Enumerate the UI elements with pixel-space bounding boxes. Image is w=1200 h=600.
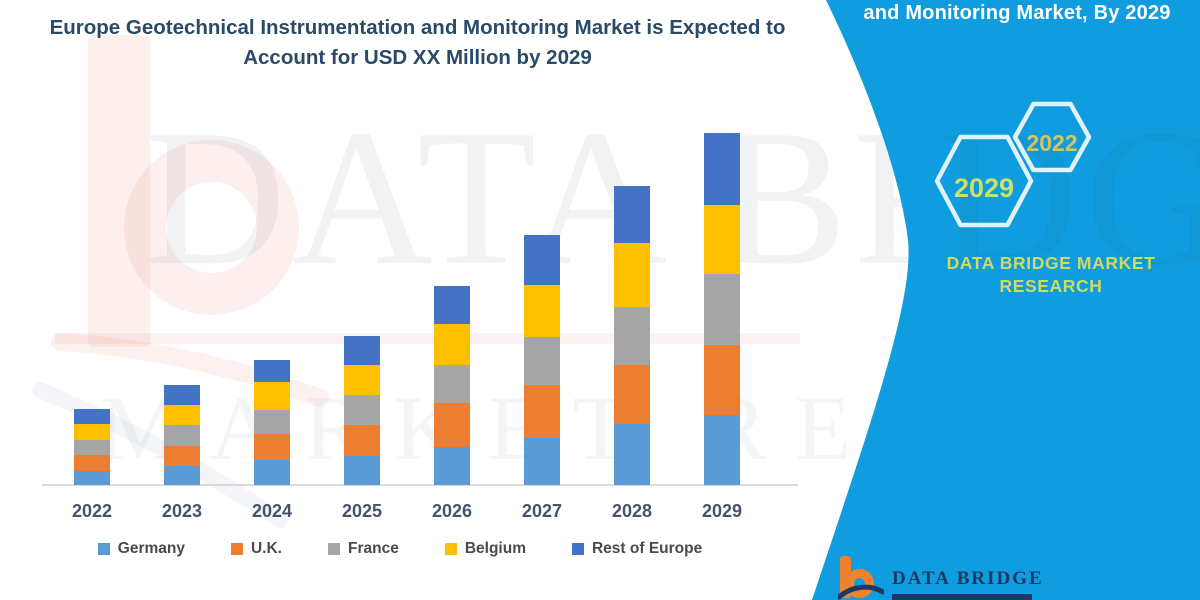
bar-segment-u-k--2027	[524, 385, 560, 438]
bar-segment-belgium-2023	[164, 405, 200, 425]
legend-label: Belgium	[464, 540, 526, 557]
legend-item-france: France	[327, 540, 399, 558]
bar-segment-u-k--2024	[254, 434, 290, 460]
bar-segment-rest-of-europe-2024	[254, 360, 290, 382]
page-title: Europe Geotechnical Instrumentation and …	[25, 13, 810, 73]
x-axis-label-2027: 2027	[521, 501, 563, 521]
bar-segment-u-k--2023	[164, 446, 200, 466]
logo-b-bowl	[845, 569, 874, 598]
bar-segment-germany-2024	[254, 460, 290, 485]
bar-segment-u-k--2026	[434, 403, 470, 447]
band-brand-text: DATA BRIDGE MARKET RESEARCH	[915, 252, 1187, 298]
watermark-ghost-on-band: DGE	[938, 90, 1200, 306]
bar-segment-france-2026	[434, 365, 470, 403]
bar-segment-belgium-2025	[344, 365, 380, 395]
x-axis-label-2028: 2028	[611, 501, 653, 521]
x-axis-label-2029: 2029	[701, 501, 743, 521]
legend-item-germany: Germany	[97, 540, 185, 558]
bar-segment-belgium-2024	[254, 382, 290, 410]
x-axis-label-2024: 2024	[251, 501, 293, 521]
bar-segment-u-k--2025	[344, 425, 380, 456]
bar-segment-france-2028	[614, 307, 650, 365]
bar-segment-germany-2025	[344, 456, 380, 485]
band-brand-line1: DATA BRIDGE MARKET	[946, 253, 1156, 273]
bar-segment-germany-2026	[434, 447, 470, 485]
bar-segment-germany-2027	[524, 438, 560, 485]
footer-brand-underline	[892, 594, 1032, 600]
x-axis-label-2023: 2023	[161, 501, 203, 521]
hexagon-2022: 2022	[1012, 101, 1092, 173]
legend-label: France	[347, 540, 399, 557]
bar-segment-rest-of-europe-2023	[164, 385, 200, 405]
bar-segment-rest-of-europe-2025	[344, 336, 380, 365]
legend-swatch-icon	[327, 543, 340, 555]
bar-segment-germany-2028	[614, 424, 650, 485]
bar-segment-france-2023	[164, 425, 200, 446]
x-axis-line	[42, 484, 798, 486]
bar-segment-belgium-2027	[524, 285, 560, 337]
page-title-line1: Europe Geotechnical Instrumentation and …	[49, 16, 786, 39]
page-title-line2: Account for USD XX Million by 2029	[243, 46, 592, 69]
hexagon-2022-label: 2022	[1026, 130, 1077, 156]
logo-swoosh-icon	[838, 584, 884, 600]
bar-segment-rest-of-europe-2027	[524, 235, 560, 285]
hexagon-2029-label: 2029	[954, 173, 1014, 203]
legend-swatch-icon	[230, 543, 243, 555]
x-axis-label-2025: 2025	[341, 501, 383, 521]
bar-segment-belgium-2022	[74, 424, 110, 440]
bar-segment-germany-2023	[164, 466, 200, 485]
band-title-fragment: and Monitoring Market, By 2029	[863, 2, 1171, 24]
bar-segment-u-k--2029	[704, 345, 740, 415]
legend-item-belgium: Belgium	[444, 540, 526, 558]
hexagon-2029: 2029	[934, 134, 1034, 228]
bar-segment-france-2025	[344, 395, 380, 425]
legend-swatch-icon	[571, 543, 584, 555]
legend-label: U.K.	[250, 540, 282, 557]
legend-swatch-icon	[97, 543, 110, 555]
bar-segment-france-2022	[74, 440, 110, 455]
x-axis-label-2026: 2026	[431, 501, 473, 521]
legend-label: Germany	[117, 540, 185, 557]
bar-segment-belgium-2028	[614, 243, 650, 307]
legend-label: Rest of Europe	[591, 540, 703, 557]
legend-item-u-k-: U.K.	[230, 540, 282, 558]
band-brand-line2: RESEARCH	[999, 276, 1103, 296]
bar-segment-rest-of-europe-2022	[74, 409, 110, 424]
bar-segment-france-2024	[254, 410, 290, 434]
bar-segment-germany-2029	[704, 415, 740, 485]
bar-segment-u-k--2022	[74, 455, 110, 471]
bar-segment-rest-of-europe-2029	[704, 133, 740, 205]
chart-legend: Germany U.K. France Belgium Rest of Europe	[40, 536, 760, 562]
legend-item-rest-of-europe: Rest of Europe	[571, 540, 703, 558]
bar-segment-belgium-2026	[434, 324, 470, 365]
bar-segment-rest-of-europe-2026	[434, 286, 470, 324]
data-bridge-logo-icon	[838, 552, 884, 600]
bar-segment-belgium-2029	[704, 205, 740, 274]
watermark-pink-stripe	[55, 333, 800, 344]
bar-segment-u-k--2028	[614, 365, 650, 424]
bar-segment-germany-2022	[74, 471, 110, 485]
bar-segment-rest-of-europe-2028	[614, 186, 650, 243]
footer-brand-name: DATA BRIDGE	[892, 568, 1044, 589]
bar-segment-france-2029	[704, 274, 740, 345]
x-axis-label-2022: 2022	[71, 501, 113, 521]
legend-swatch-icon	[444, 543, 457, 555]
bar-segment-france-2027	[524, 337, 560, 385]
